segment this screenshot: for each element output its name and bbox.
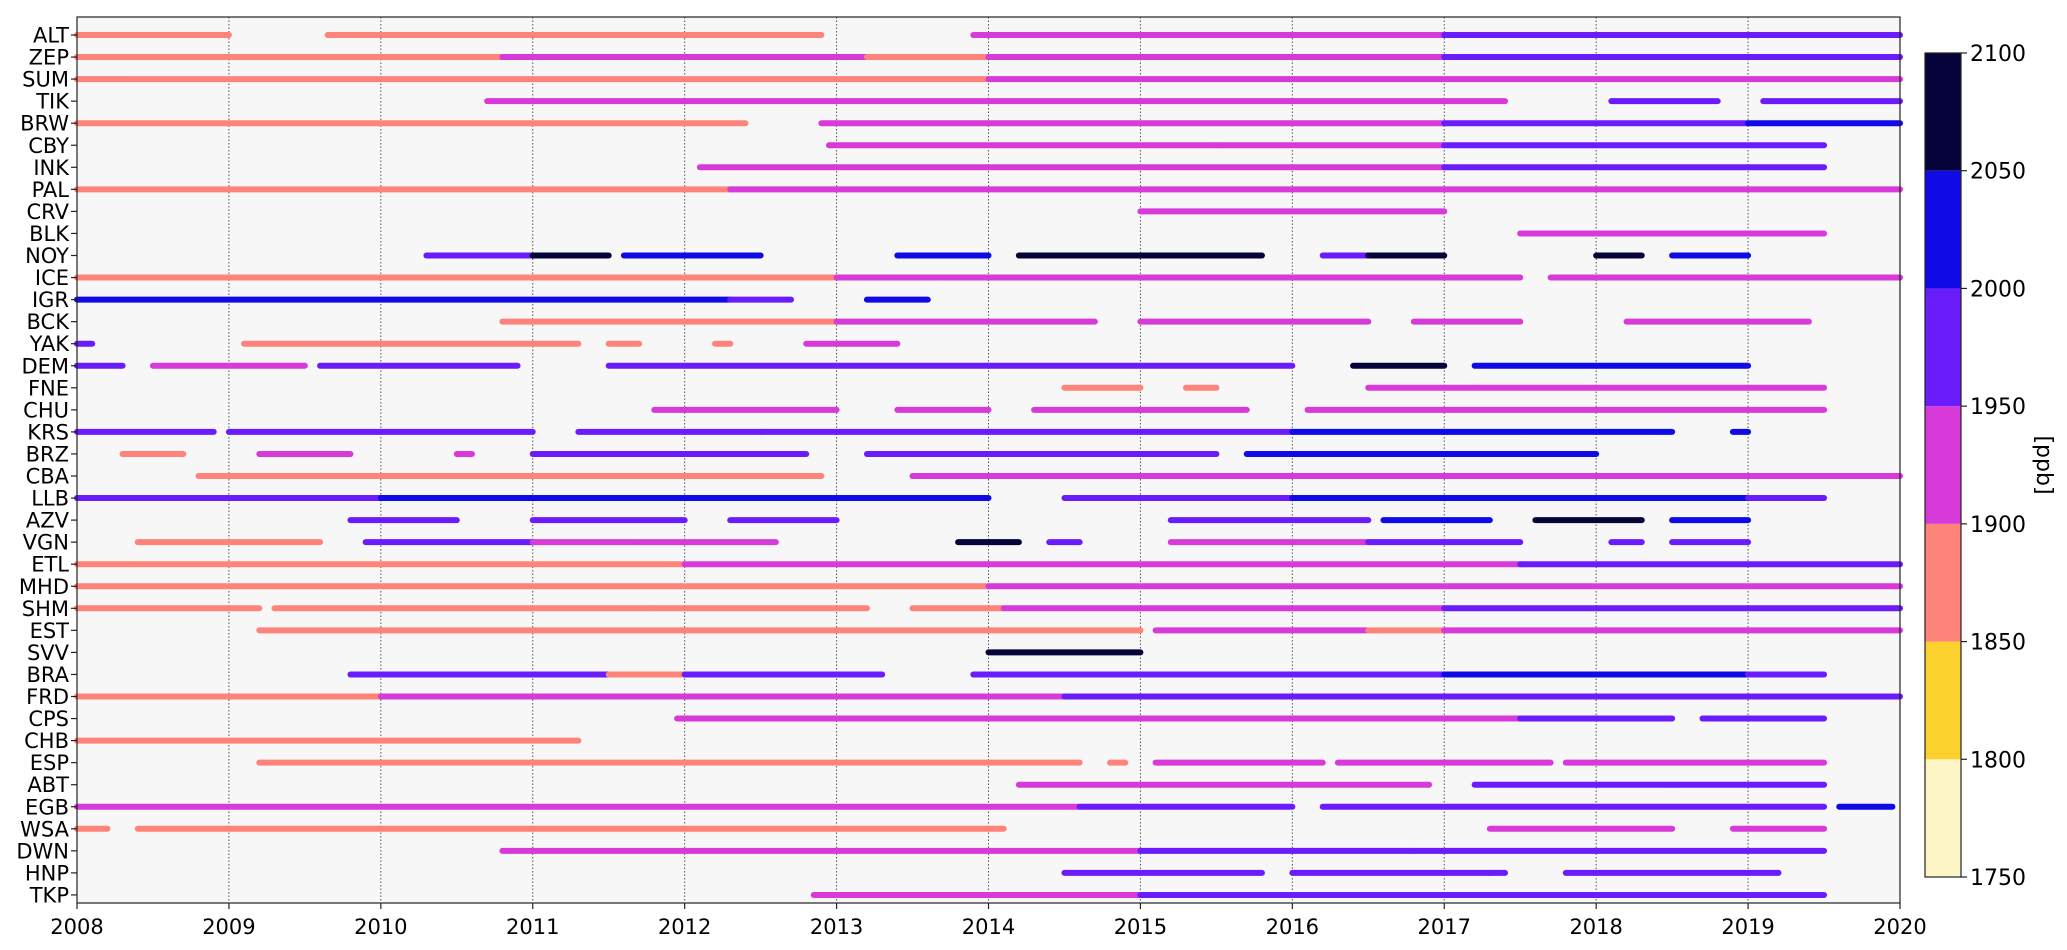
y-tick-label-alt: ALT [33,24,69,48]
colorbar-bin-1800-1850 [1925,641,1961,760]
colorbar-tick-label-2000: 2000 [1970,277,2026,302]
y-tick-label-llb: LLB [31,487,69,511]
x-tick-label-2009: 2009 [202,915,255,939]
y-tick-label-brw: BRW [20,112,69,136]
x-tick-label-2015: 2015 [1114,915,1167,939]
y-tick-label-ice: ICE [35,266,69,290]
y-tick-label-vgn: VGN [23,531,69,555]
y-tick-label-tkp: TKP [29,883,69,907]
y-tick-label-igr: IGR [32,288,69,312]
x-tick-label-2010: 2010 [354,915,407,939]
y-tick-label-etl: ETL [31,553,69,577]
colorbar-bin-1850-1900 [1925,523,1961,642]
y-tick-label-bck: BCK [27,310,71,334]
y-tick-label-est: EST [30,619,70,643]
y-tick-label-cby: CBY [28,134,69,158]
y-tick-label-krs: KRS [27,420,69,444]
y-tick-label-chb: CHB [24,729,69,753]
y-tick-label-sum: SUM [22,68,69,92]
y-tick-label-yak: YAK [29,332,71,356]
y-tick-label-noy: NOY [25,244,69,268]
y-tick-label-chu: CHU [23,398,69,422]
y-tick-label-blk: BLK [29,222,70,246]
x-tick-label-2011: 2011 [506,915,559,939]
y-tick-label-zep: ZEP [29,46,69,70]
x-tick-label-2016: 2016 [1266,915,1319,939]
x-tick-label-2012: 2012 [658,915,711,939]
x-tick-label-2020: 2020 [1873,915,1926,939]
axes-layer: ALTZEPSUMTIKBRWCBYINKPALCRVBLKNOYICEIGRB… [16,16,1927,939]
x-tick-label-2018: 2018 [1569,915,1622,939]
y-tick-label-cps: CPS [28,707,69,731]
y-tick-label-mhd: MHD [19,575,69,599]
y-tick-label-ink: INK [33,156,70,180]
colorbar-bin-1950-2000 [1925,288,1961,407]
x-tick-label-2013: 2013 [810,915,863,939]
y-tick-label-hnp: HNP [25,861,69,885]
colorbar-tick-label-1850: 1850 [1970,631,2026,656]
y-tick-label-brz: BRZ [26,442,69,466]
colorbar-tick-label-2100: 2100 [1970,42,2026,67]
colorbar-tick-label-1750: 1750 [1970,866,2026,891]
colorbar-tick-label-1950: 1950 [1970,395,2026,420]
y-tick-label-crv: CRV [27,200,70,224]
y-tick-label-fne: FNE [28,376,69,400]
colorbar-bin-2000-2050 [1925,170,1961,289]
y-tick-label-abt: ABT [27,773,69,797]
colorbar-tick-label-2050: 2050 [1970,160,2026,185]
colorbar-bin-1750-1800 [1925,759,1961,877]
colorbar-label: [ppb] [2031,435,2056,494]
y-tick-label-pal: PAL [32,178,70,202]
y-tick-label-wsa: WSA [20,817,69,841]
y-tick-label-shm: SHM [22,597,69,621]
y-tick-label-dwn: DWN [16,839,69,863]
y-tick-label-azv: AZV [26,509,70,533]
y-tick-label-esp: ESP [30,751,69,775]
x-tick-label-2019: 2019 [1721,915,1774,939]
y-tick-label-egb: EGB [25,795,69,819]
colorbar-frame [1924,52,1962,878]
y-tick-label-bra: BRA [26,663,69,687]
x-tick-label-2008: 2008 [50,915,103,939]
y-tick-label-svv: SVV [27,641,70,665]
colorbar: 2100 2050 2000 1950 1900 1850 1800 1750 [ppb] [1924,42,2056,891]
colorbar-bin-1900-1950 [1925,406,1961,524]
x-tick-label-2017: 2017 [1418,915,1471,939]
x-tick-label-2014: 2014 [962,915,1015,939]
y-tick-label-frd: FRD [26,685,69,709]
colorbar-tick-label-1900: 1900 [1970,513,2026,538]
y-tick-label-cba: CBA [26,465,70,489]
data-layer [74,32,1903,898]
colorbar-bin-2050-2100 [1925,53,1961,171]
y-tick-label-tik: TIK [35,90,70,114]
colorbar-tick-label-1800: 1800 [1970,748,2026,773]
y-tick-label-dem: DEM [21,354,69,378]
